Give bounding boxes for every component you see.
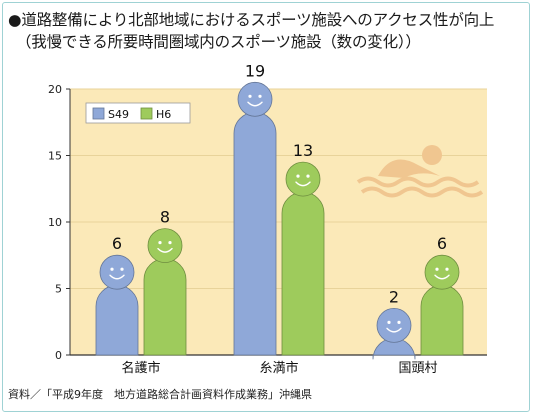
wave-line	[360, 186, 484, 198]
bar: 6	[95, 234, 139, 356]
bars: 6 8 19 13 2 6	[95, 61, 464, 360]
y-grid	[70, 88, 487, 289]
bar-value-label: 6	[437, 234, 447, 253]
bar-head	[285, 161, 321, 197]
y-tick-label: 5	[55, 283, 62, 296]
face-eye	[397, 320, 401, 324]
bar-value-label: 8	[160, 208, 170, 227]
bar-value-label: 2	[389, 287, 399, 306]
face-smile	[386, 327, 402, 333]
face-eye	[306, 174, 310, 178]
chart-title: ●道路整備により北部地域におけるスポーツ施設へのアクセス性が向上	[8, 11, 495, 29]
face-eye	[387, 320, 391, 324]
face-eye	[445, 267, 449, 271]
bar-value-label: 13	[293, 141, 313, 160]
bar: 13	[281, 141, 325, 356]
x-tick-label: 名護市	[121, 360, 160, 376]
wave-line	[356, 176, 480, 188]
bar-body	[420, 284, 464, 356]
face-smile	[247, 101, 263, 107]
bar-head	[147, 228, 183, 264]
face-eye	[110, 267, 114, 271]
bar-head	[99, 254, 135, 290]
swimmer-icon	[356, 145, 484, 198]
face-eye	[120, 267, 124, 271]
face-smile	[434, 274, 450, 280]
y-tick-label: 20	[48, 83, 62, 96]
y-tick-label: 15	[48, 150, 62, 163]
bar: 8	[143, 208, 187, 356]
bar-body	[281, 191, 325, 356]
y-tick-label: 10	[48, 216, 62, 229]
source-note: 資料／「平成9年度 地方道路総合計画資料作成業務」沖縄県	[8, 388, 312, 401]
y-tick-label: 0	[55, 349, 62, 362]
bar-head	[237, 81, 273, 117]
chart-subtitle: （我慢できる所要時間圏域内のスポーツ施設（数の変化））	[16, 33, 421, 51]
bar-body	[95, 284, 139, 356]
bar: 19	[233, 61, 277, 356]
legend-swatch	[92, 107, 105, 120]
face-eye	[158, 241, 162, 245]
x-tick-label: 糸満市	[259, 360, 298, 376]
face-eye	[435, 267, 439, 271]
face-smile	[295, 181, 311, 187]
bar-head	[424, 254, 460, 290]
swimmer-arm	[378, 159, 440, 178]
face-eye	[248, 94, 252, 98]
bar-body	[143, 258, 187, 356]
legend: S49 H6	[85, 102, 191, 124]
face-eye	[168, 241, 172, 245]
bar-value-label: 19	[245, 61, 265, 80]
swimmer-head	[422, 145, 442, 165]
legend-swatch	[140, 107, 153, 120]
legend-label: S49	[108, 108, 129, 121]
face-smile	[157, 247, 173, 253]
face-eye	[258, 94, 262, 98]
face-eye	[296, 174, 300, 178]
legend-label: H6	[156, 108, 171, 121]
axes: 0 5 10 15 20 名護市 糸満市 国頭村	[48, 83, 487, 376]
bar: 2	[372, 287, 416, 360]
bar-head	[376, 307, 412, 343]
bar-body	[233, 111, 277, 356]
face-smile	[109, 274, 125, 280]
legend-box	[85, 102, 191, 124]
bar: 6	[420, 234, 464, 356]
x-tick-label: 国頭村	[398, 361, 437, 376]
bar-value-label: 6	[112, 234, 122, 253]
